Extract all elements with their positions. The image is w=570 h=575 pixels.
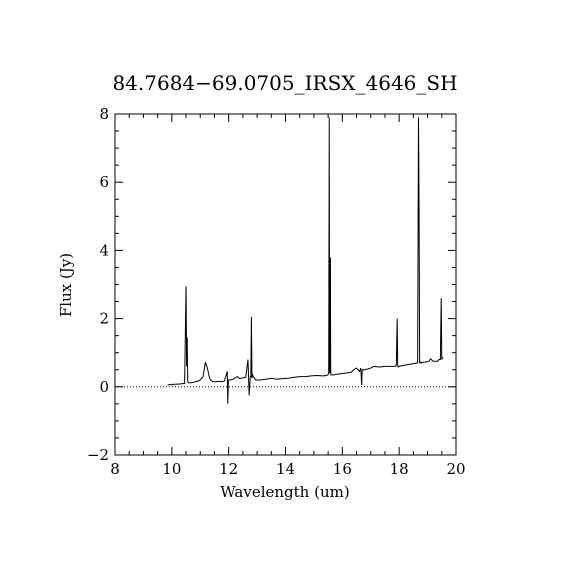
chart-title: 84.7684−69.0705_IRSX_4646_SH (112, 71, 457, 95)
y-axis-label: Flux (Jy) (57, 253, 75, 317)
series-line-flux (167, 117, 444, 404)
y-tick-label: 0 (99, 378, 109, 396)
y-axis-ticks: −2 0 2 4 6 8 (87, 105, 456, 464)
x-tick-label: 20 (446, 460, 465, 478)
y-tick-label: 4 (99, 241, 109, 259)
x-tick-label: 18 (390, 460, 409, 478)
x-tick-label: 16 (333, 460, 352, 478)
x-tick-label: 14 (276, 460, 295, 478)
x-tick-label: 12 (219, 460, 238, 478)
y-tick-label: −2 (87, 446, 109, 464)
y-tick-label: 8 (99, 105, 109, 123)
plot-frame (114, 113, 457, 456)
x-axis-label: Wavelength (um) (220, 483, 349, 501)
x-tick-label: 10 (162, 460, 181, 478)
y-tick-label: 6 (99, 173, 109, 191)
x-tick-label: 8 (110, 460, 120, 478)
y-tick-label: 2 (99, 310, 109, 328)
x-axis-ticks: 8 10 12 14 16 18 20 (110, 114, 466, 478)
